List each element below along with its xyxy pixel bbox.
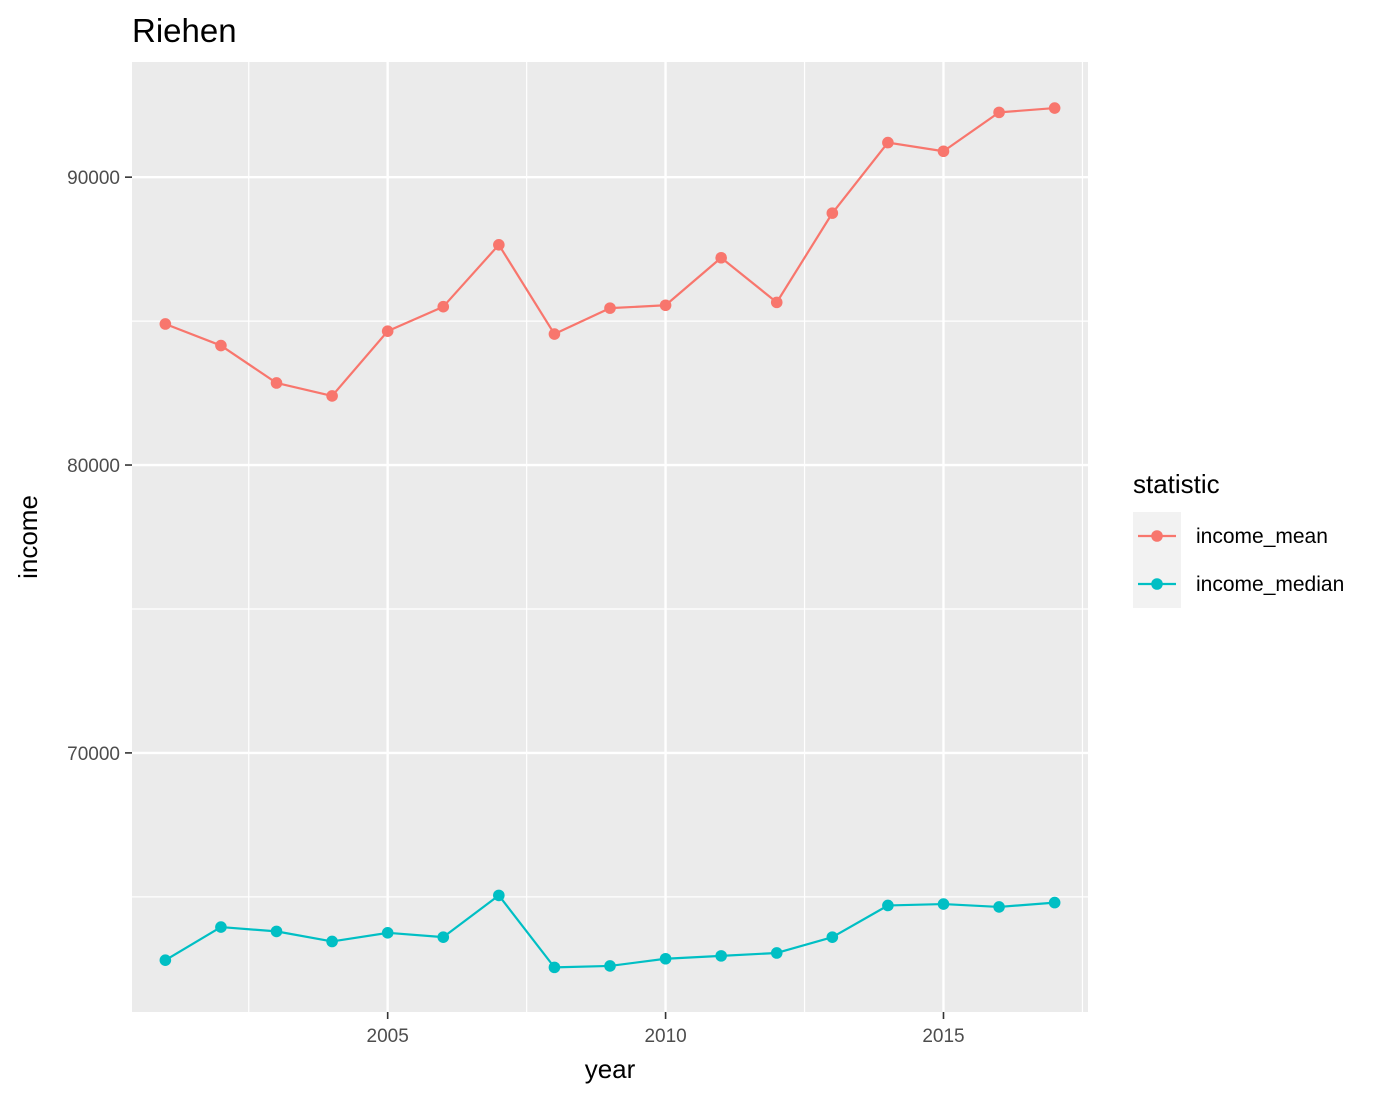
data-point-income_mean	[993, 106, 1005, 119]
plot-panel	[132, 62, 1088, 1012]
data-point-income_mean	[548, 328, 561, 340]
data-point-income_mean	[270, 377, 283, 389]
legend-label-income_mean: income_mean	[1196, 525, 1328, 548]
data-point-income_mean	[604, 302, 616, 314]
data-point-income_median	[548, 961, 561, 974]
y-tick-label: 80000	[67, 456, 120, 477]
data-point-income_median	[159, 954, 172, 966]
data-point-income_mean	[215, 339, 227, 352]
major-gridlines	[132, 62, 1088, 1012]
data-point-income_mean	[882, 136, 894, 149]
data-point-income_median	[1048, 896, 1061, 909]
data-point-income_mean	[1048, 102, 1061, 114]
y-tick-label: 90000	[67, 168, 120, 189]
minor-gridlines	[132, 62, 1088, 1012]
chart-title: Riehen	[132, 12, 237, 49]
data-point-income_median	[826, 931, 839, 943]
data-point-income_median	[659, 952, 672, 965]
data-point-income_median	[715, 950, 727, 962]
x-axis-title: year	[585, 1054, 636, 1084]
data-point-income_mean	[326, 390, 338, 402]
legend: statistic income_mean income_median	[1133, 469, 1344, 608]
data-point-income_median	[604, 960, 616, 972]
legend-point-income_median	[1151, 578, 1163, 590]
data-point-income_mean	[159, 318, 172, 330]
data-point-income_mean	[437, 300, 450, 313]
data-point-income_median	[882, 899, 894, 912]
y-axis-title: income	[13, 495, 43, 579]
legend-label-income_median: income_median	[1196, 573, 1344, 596]
data-point-income_mean	[715, 251, 727, 264]
data-point-income_median	[326, 935, 338, 948]
data-point-income_mean	[937, 145, 950, 158]
data-point-income_median	[993, 901, 1005, 913]
y-axis: 70000 80000 90000	[67, 168, 132, 765]
x-tick-label: 2010	[644, 1026, 686, 1047]
data-point-income_mean	[826, 207, 839, 219]
data-point-income_mean	[493, 239, 505, 251]
data-point-income_median	[937, 898, 950, 910]
data-point-income_median	[770, 947, 783, 959]
data-point-income_median	[381, 927, 394, 939]
y-tick-label: 70000	[67, 744, 120, 765]
data-point-income_mean	[659, 299, 672, 312]
data-point-income_mean	[381, 325, 394, 337]
data-point-income_median	[215, 921, 227, 933]
data-point-income_median	[437, 931, 450, 943]
legend-title: statistic	[1133, 469, 1220, 499]
x-tick-label: 2005	[367, 1026, 409, 1047]
data-point-income_mean	[770, 296, 783, 309]
series-points	[159, 102, 1061, 974]
legend-point-income_mean	[1151, 530, 1163, 542]
data-point-income_median	[270, 925, 283, 938]
x-tick-label: 2015	[922, 1026, 964, 1047]
legend-items: income_mean income_median	[1133, 512, 1344, 608]
data-point-income_median	[493, 889, 505, 902]
x-axis: 2005 2010 2015	[367, 1012, 965, 1047]
